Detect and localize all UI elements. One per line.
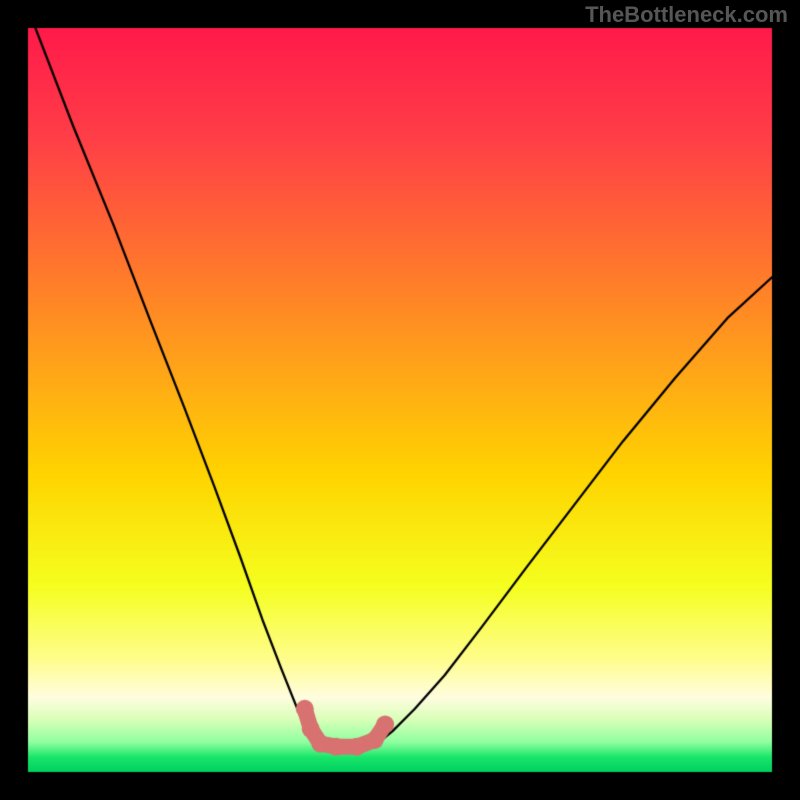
watermark-text: TheBottleneck.com: [585, 2, 788, 28]
bottleneck-chart-canvas: [0, 0, 800, 800]
chart-stage: TheBottleneck.com: [0, 0, 800, 800]
